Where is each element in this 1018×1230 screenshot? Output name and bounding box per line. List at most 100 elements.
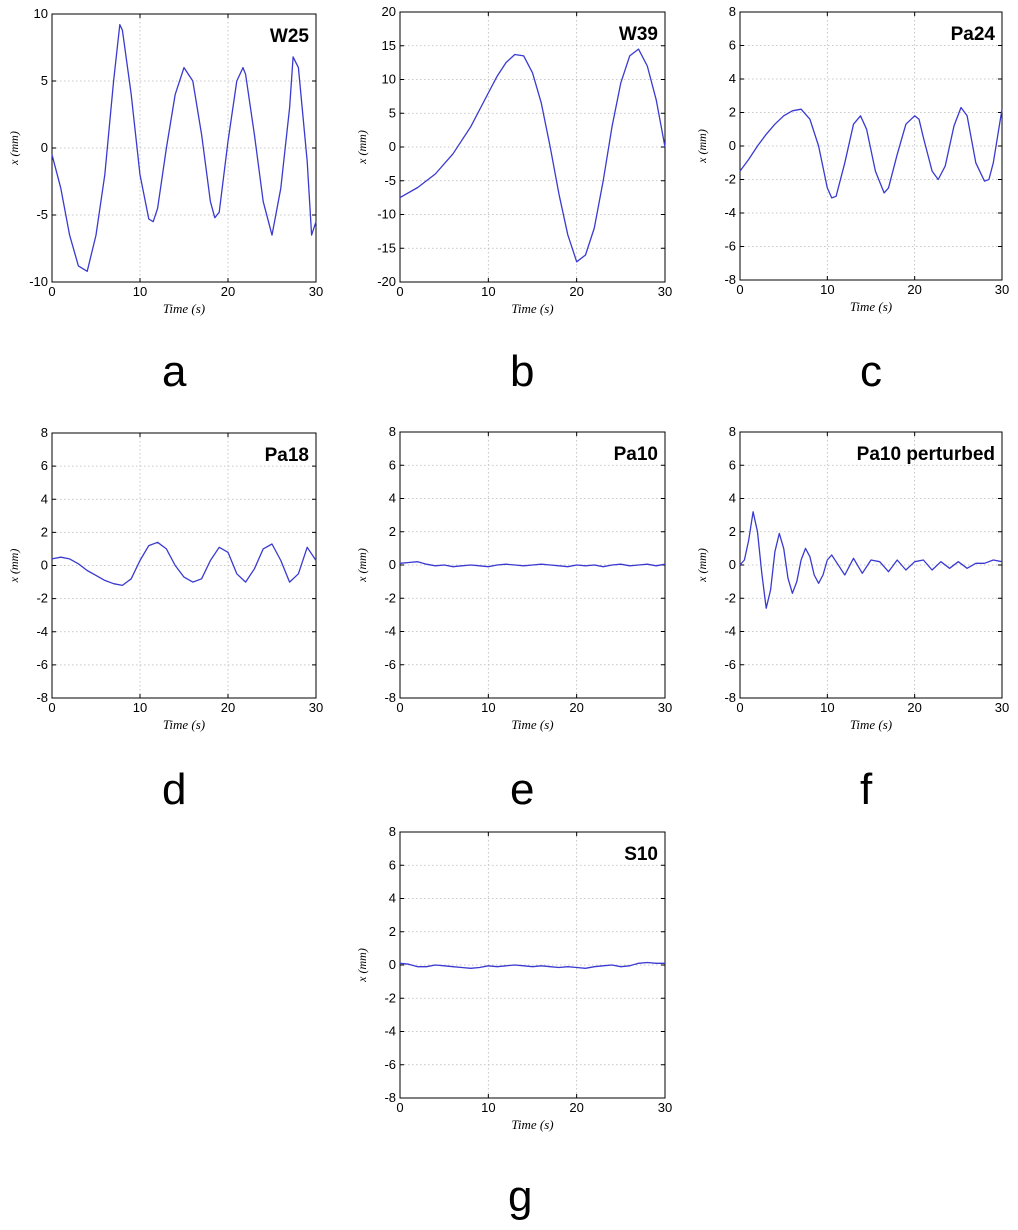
tick-label-y: -6 — [36, 657, 48, 672]
x-axis-label: Time (s) — [850, 717, 892, 732]
tick-label-y: 4 — [389, 491, 396, 506]
tick-label-y: 0 — [729, 138, 736, 153]
plot-area: 0 10 20 30 -8 -6 -4 -2 0 2 4 6 8 Time (s) x (mm) Pa10 p… — [695, 424, 1009, 732]
tick-label-y: -6 — [724, 657, 736, 672]
plot-area: 0 10 20 30 -10 -5 0 5 10 Time (s) x (mm) W25 — [7, 6, 323, 316]
tick-label-y: -6 — [384, 1057, 396, 1072]
axes-frame — [739, 11, 1003, 281]
tick-label-y: -6 — [724, 239, 736, 254]
tick-label-x: 10 — [481, 1100, 495, 1115]
tick-label-x: 0 — [736, 282, 743, 297]
x-axis-label: Time (s) — [163, 301, 205, 316]
panel-letter-d: d — [162, 765, 187, 814]
tick-label-y: 4 — [729, 71, 736, 86]
tick-label-x: 0 — [48, 700, 55, 715]
tick-label-x: 0 — [396, 1100, 403, 1115]
tick-label-y: 0 — [389, 139, 396, 154]
panel-title: Pa18 — [265, 445, 309, 466]
series-line — [739, 106, 1003, 199]
y-axis-label: x (mm) — [7, 549, 21, 584]
plot-area: 0 10 20 30 -8 -6 -4 -2 0 2 4 6 8 Time (s) x (mm) Pa18 — [7, 425, 323, 732]
tick-label-y: -4 — [384, 624, 396, 639]
chart-panel-e: 0 10 20 30 -8 -6 -4 -2 0 2 4 6 8 Time (s) x (mm) Pa10 — [340, 422, 675, 748]
panel-title: S10 — [624, 844, 658, 865]
tick-label-y: -6 — [384, 657, 396, 672]
tick-label-y: 8 — [729, 4, 736, 19]
tick-label-y: -4 — [36, 624, 48, 639]
tick-label-y: 6 — [389, 457, 396, 472]
tick-label-y: 20 — [382, 4, 396, 19]
tick-label-x: 0 — [736, 700, 743, 715]
panel-letter-e: e — [510, 765, 535, 814]
panel-letter-f: f — [860, 765, 873, 814]
tick-label-x: 30 — [658, 1100, 672, 1115]
tick-label-y: -4 — [384, 1024, 396, 1039]
tick-label-y: -8 — [384, 690, 396, 705]
chart-svg-c: 0 10 20 30 -8 -6 -4 -2 0 2 4 6 8 Time (s) x (mm) Pa24 — [695, 4, 1009, 314]
y-axis-label: x (mm) — [355, 948, 369, 983]
chart-svg-e: 0 10 20 30 -8 -6 -4 -2 0 2 4 6 8 Time (s) x (mm) Pa10 — [355, 424, 672, 732]
tick-label-y: -20 — [377, 274, 396, 289]
tick-label-y: 6 — [729, 38, 736, 53]
tick-label-y: -8 — [724, 690, 736, 705]
series-line — [399, 48, 666, 263]
tick-label-y: 4 — [389, 891, 396, 906]
tick-label-x: 10 — [133, 700, 147, 715]
chart-svg-f: 0 10 20 30 -8 -6 -4 -2 0 2 4 6 8 Time (s) x (mm) Pa10 p… — [695, 424, 1009, 732]
y-axis-label: x (mm) — [355, 548, 369, 583]
tick-label-y: 6 — [389, 857, 396, 872]
tick-label-y: 0 — [41, 140, 48, 155]
tick-label-y: 0 — [389, 957, 396, 972]
tick-label-y: -5 — [36, 207, 48, 222]
tick-label-y: 0 — [41, 558, 48, 573]
tick-label-y: 0 — [389, 557, 396, 572]
series-line — [399, 561, 666, 568]
y-axis-label: x (mm) — [7, 131, 21, 166]
tick-label-y: 2 — [729, 105, 736, 120]
tick-label-x: 10 — [820, 282, 834, 297]
tick-label-x: 20 — [221, 700, 235, 715]
tick-label-y: -2 — [724, 590, 736, 605]
series-line — [51, 541, 317, 587]
tick-label-x: 10 — [820, 700, 834, 715]
tick-label-x: 10 — [133, 284, 147, 299]
tick-label-x: 20 — [907, 700, 921, 715]
chart-svg-a: 0 10 20 30 -10 -5 0 5 10 Time (s) x (mm) W25 — [7, 6, 323, 316]
tick-label-y: 2 — [389, 524, 396, 539]
tick-label-y: 5 — [389, 105, 396, 120]
panel-letter-b: b — [510, 347, 535, 396]
tick-label-x: 30 — [658, 284, 672, 299]
panel-title: W25 — [270, 26, 310, 47]
tick-label-x: 20 — [907, 282, 921, 297]
panel-title: Pa10 — [614, 444, 658, 465]
x-axis-label: Time (s) — [511, 1117, 553, 1132]
tick-label-y: 8 — [729, 424, 736, 439]
tick-label-y: 4 — [729, 491, 736, 506]
y-axis-label: x (mm) — [355, 130, 369, 165]
series-line — [399, 961, 665, 969]
chart-panel-f: 0 10 20 30 -8 -6 -4 -2 0 2 4 6 8 Time (s) x (mm) Pa10 p… — [680, 422, 1012, 748]
tick-label-y: -8 — [724, 272, 736, 287]
plot-area: 0 10 20 30 -20 -15 -10 -5 0 5 10 15 20 Time (s) x (mm)… — [355, 4, 672, 316]
tick-label-y: -15 — [377, 240, 396, 255]
tick-label-x: 30 — [658, 700, 672, 715]
chart-svg-d: 0 10 20 30 -8 -6 -4 -2 0 2 4 6 8 Time (s) x (mm) Pa18 — [7, 425, 323, 732]
panel-letter-c: c — [860, 347, 882, 396]
tick-label-y: -10 — [377, 207, 396, 222]
tick-label-y: -2 — [724, 172, 736, 187]
tick-label-y: 8 — [41, 425, 48, 440]
plot-area: 0 10 20 30 -8 -6 -4 -2 0 2 4 6 8 Time (s) x (mm) Pa10 — [355, 424, 672, 732]
tick-label-x: 30 — [309, 284, 323, 299]
tick-label-y: -4 — [724, 205, 736, 220]
tick-label-y: 2 — [729, 524, 736, 539]
tick-label-x: 10 — [481, 700, 495, 715]
tick-label-y: -10 — [29, 274, 48, 289]
tick-label-x: 20 — [569, 700, 583, 715]
tick-label-x: 30 — [995, 700, 1009, 715]
chart-panel-b: 0 10 20 30 -20 -15 -10 -5 0 5 10 15 20 Time (s) x (mm)… — [340, 2, 675, 332]
tick-label-y: -8 — [36, 690, 48, 705]
x-axis-label: Time (s) — [511, 717, 553, 732]
chart-svg-b: 0 10 20 30 -20 -15 -10 -5 0 5 10 15 20 Time (s) x (mm)… — [355, 4, 672, 316]
tick-label-y: 4 — [41, 491, 48, 506]
tick-label-x: 30 — [995, 282, 1009, 297]
